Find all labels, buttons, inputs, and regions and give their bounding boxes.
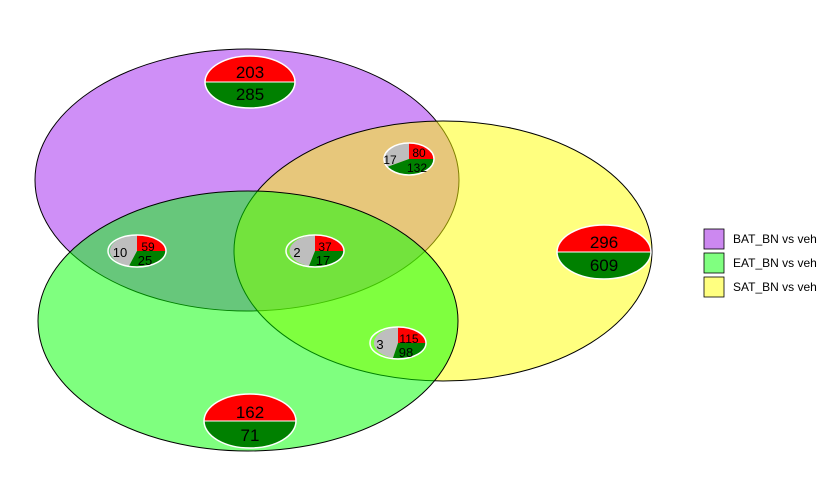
bat-sat-down-count: 132	[407, 161, 427, 175]
legend-swatch-eat	[703, 252, 725, 274]
region-pie-sat-only: 296 609	[556, 224, 652, 280]
legend: BAT_BN vs veh EAT_BN vs veh SAT_BN vs ve…	[703, 228, 817, 298]
eat-only-up-count: 162	[236, 403, 264, 422]
legend-swatch-bat	[703, 228, 725, 250]
eat-sat-down-count: 98	[399, 345, 413, 360]
bat-sat-up-count: 80	[412, 146, 426, 160]
region-pie-eat-sat: 3 115 98	[369, 326, 427, 360]
region-pie-bat-eat: 10 59 25	[107, 234, 167, 268]
bat-only-down-count: 285	[236, 85, 264, 104]
region-pie-bat-only: 203 285	[204, 55, 296, 109]
sat-only-down-count: 609	[590, 256, 618, 275]
bat-eat-mixed-count: 10	[113, 245, 127, 260]
legend-label-sat: SAT_BN vs veh	[733, 280, 817, 294]
all-three-mixed-count: 2	[293, 245, 300, 260]
bat-eat-down-count: 25	[138, 253, 152, 268]
region-pie-all-three: 2 37 17	[285, 234, 345, 268]
bat-eat-up-count: 59	[141, 240, 155, 254]
bat-sat-mixed-count: 17	[383, 153, 397, 167]
eat-sat-mixed-count: 3	[376, 337, 383, 352]
legend-swatch-sat	[703, 276, 725, 298]
bat-only-up-count: 203	[236, 63, 264, 82]
eat-sat-up-count: 115	[399, 332, 418, 346]
region-pie-eat-only: 162 71	[203, 393, 297, 449]
sat-only-up-count: 296	[590, 233, 618, 252]
all-three-up-count: 37	[318, 240, 332, 254]
region-pie-bat-sat: 17 80 132	[383, 142, 435, 176]
all-three-down-count: 17	[316, 253, 330, 268]
legend-label-eat: EAT_BN vs veh	[733, 256, 817, 270]
legend-label-bat: BAT_BN vs veh	[733, 232, 817, 246]
eat-only-down-count: 71	[241, 426, 260, 445]
